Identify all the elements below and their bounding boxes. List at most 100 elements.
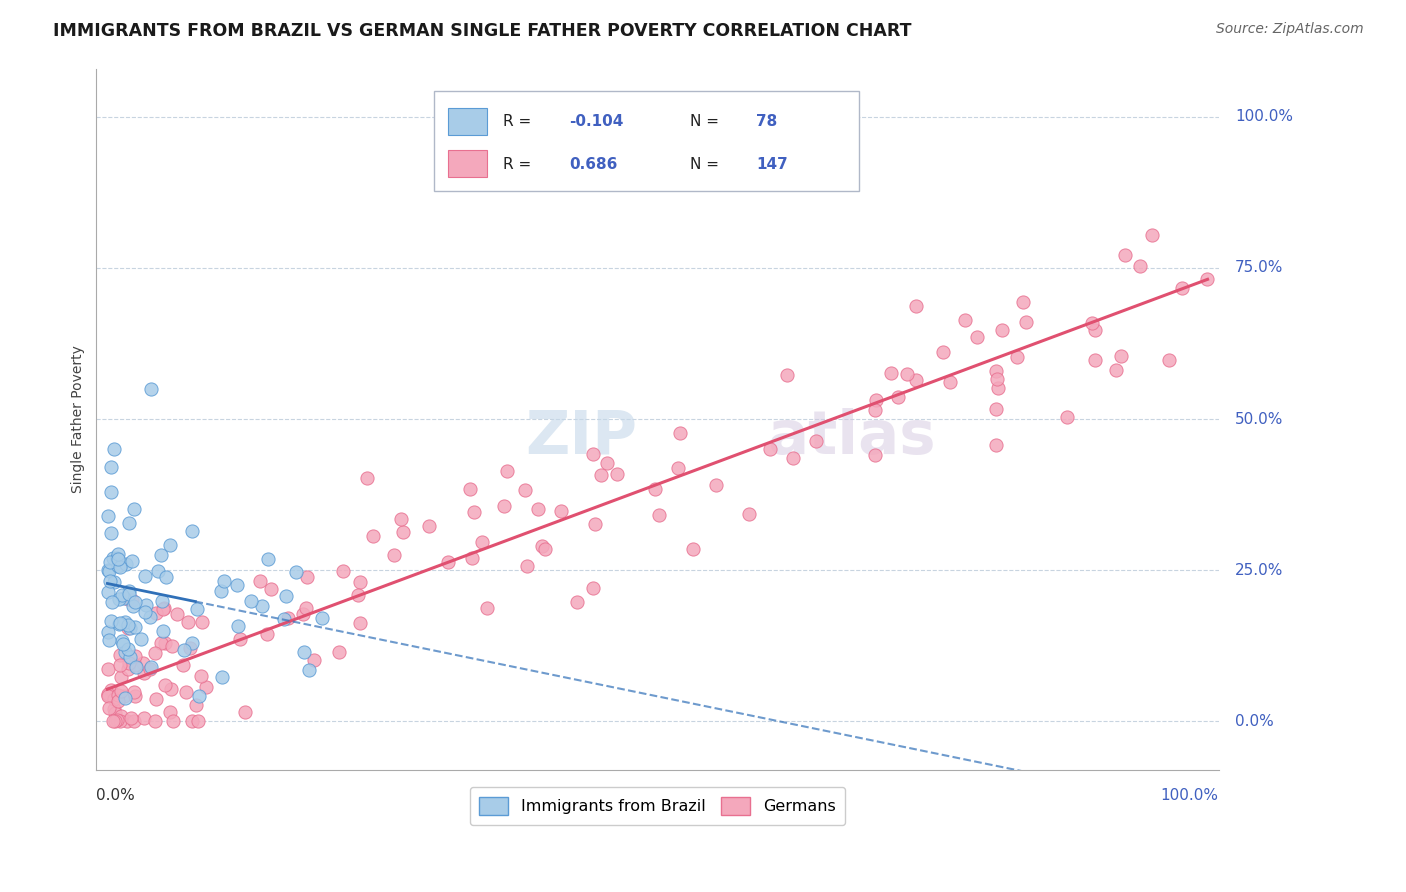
Point — [527, 502, 550, 516]
Point — [865, 392, 887, 407]
Point — [332, 564, 354, 578]
Point — [295, 569, 318, 583]
Point — [117, 656, 139, 670]
Point — [100, 574, 122, 588]
Point — [229, 632, 252, 646]
Point — [121, 554, 143, 568]
Point — [97, 585, 120, 599]
Point — [97, 690, 120, 704]
Point — [239, 594, 262, 608]
Point — [470, 534, 492, 549]
Point — [101, 595, 124, 609]
Point — [211, 670, 233, 684]
Point — [905, 373, 928, 387]
Point — [311, 611, 333, 625]
Point — [328, 645, 350, 659]
Point — [110, 708, 132, 723]
Point — [260, 582, 283, 597]
Point — [1140, 228, 1163, 243]
Point — [134, 568, 156, 582]
Point — [134, 605, 156, 619]
Point — [758, 442, 780, 456]
Point — [256, 627, 278, 641]
Point — [111, 589, 134, 603]
Point — [1005, 351, 1028, 365]
Text: 0.686: 0.686 — [569, 156, 617, 171]
Point — [115, 558, 138, 572]
Point — [139, 610, 162, 624]
Point — [108, 648, 131, 663]
Point — [565, 595, 588, 609]
Point — [98, 632, 121, 647]
Point — [145, 692, 167, 706]
Point — [97, 687, 120, 701]
Point — [515, 483, 537, 497]
Point — [143, 714, 166, 729]
Point — [648, 508, 671, 523]
Text: N =: N = — [690, 156, 720, 171]
Point — [155, 636, 177, 650]
Point — [534, 541, 557, 556]
Point — [111, 637, 134, 651]
Point — [107, 558, 129, 573]
Point — [122, 599, 145, 613]
Point — [984, 402, 1007, 417]
FancyBboxPatch shape — [434, 91, 859, 191]
Point — [100, 460, 122, 475]
Point — [174, 685, 197, 699]
Point — [738, 508, 761, 522]
Point — [100, 484, 122, 499]
Point — [103, 575, 125, 590]
Point — [1157, 353, 1180, 368]
Point — [284, 565, 307, 579]
Point — [173, 642, 195, 657]
Point — [190, 668, 212, 682]
Point — [179, 640, 201, 655]
Text: 25.0%: 25.0% — [1234, 563, 1284, 578]
Point — [644, 482, 666, 496]
Point — [117, 618, 139, 632]
Point — [986, 372, 1008, 386]
Point — [143, 647, 166, 661]
Point — [595, 457, 617, 471]
Point — [516, 559, 538, 574]
Point — [349, 615, 371, 630]
Point — [132, 656, 155, 670]
Point — [666, 461, 689, 475]
Point — [118, 516, 141, 531]
Point — [103, 551, 125, 566]
Point — [932, 344, 955, 359]
Text: IMMIGRANTS FROM BRAZIL VS GERMAN SINGLE FATHER POVERTY CORRELATION CHART: IMMIGRANTS FROM BRAZIL VS GERMAN SINGLE … — [53, 22, 912, 40]
Point — [682, 542, 704, 557]
Point — [112, 690, 135, 704]
Y-axis label: Single Father Poverty: Single Father Poverty — [72, 345, 86, 493]
Point — [145, 606, 167, 620]
Point — [104, 714, 127, 729]
Point — [865, 448, 887, 462]
Point — [776, 368, 799, 382]
Point — [117, 584, 139, 599]
Text: ZIP: ZIP — [526, 408, 637, 467]
Point — [97, 662, 120, 676]
Point — [475, 600, 498, 615]
Point — [1109, 349, 1132, 363]
Point — [97, 625, 120, 640]
Point — [121, 593, 143, 607]
Point — [782, 450, 804, 465]
Point — [302, 653, 325, 667]
Point — [212, 574, 235, 588]
Text: -0.104: -0.104 — [569, 114, 624, 129]
Point — [100, 526, 122, 541]
Point — [186, 601, 208, 615]
Text: 100.0%: 100.0% — [1160, 788, 1219, 803]
Point — [124, 690, 146, 704]
Point — [110, 671, 132, 685]
Point — [865, 403, 887, 417]
Point — [162, 714, 184, 729]
Point — [118, 587, 141, 601]
Point — [606, 467, 628, 482]
Point — [582, 581, 605, 595]
Point — [249, 574, 271, 589]
Point — [155, 678, 177, 692]
Point — [108, 615, 131, 630]
